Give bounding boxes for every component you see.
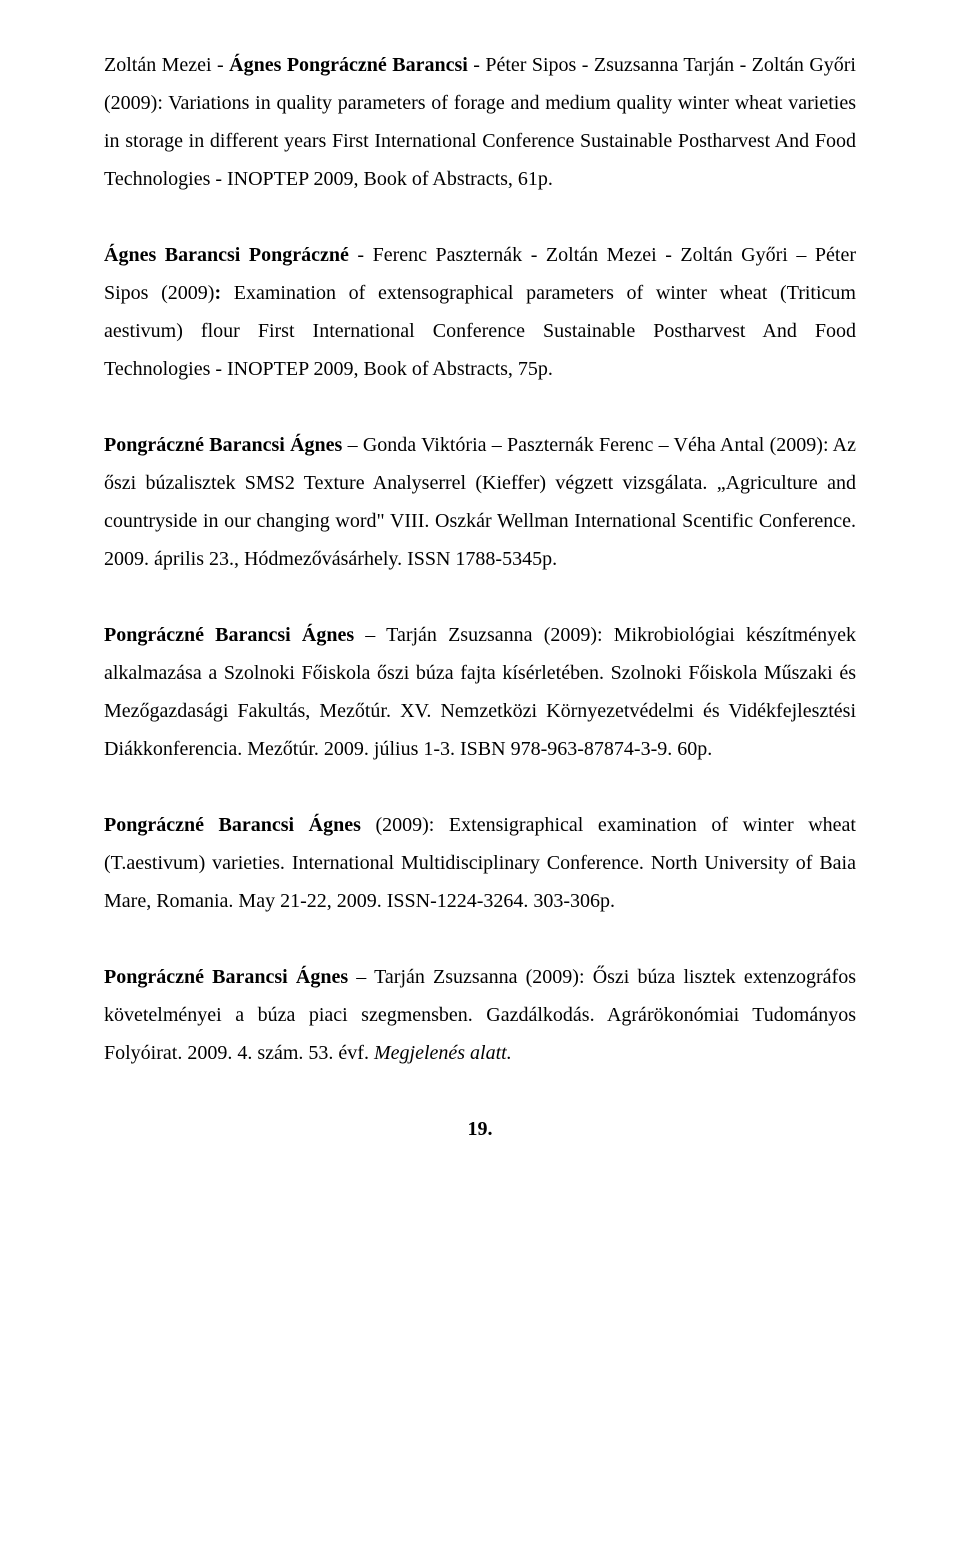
text-run: Pongráczné Barancsi Ágnes	[104, 814, 361, 836]
page-number: 19.	[104, 1110, 856, 1148]
text-run: :	[214, 282, 233, 304]
text-run: Pongráczné Barancsi Ágnes	[104, 624, 354, 646]
bibliography-entry: Ágnes Barancsi Pongráczné - Ferenc Paszt…	[104, 236, 856, 388]
text-run: Megjelenés alatt.	[374, 1042, 512, 1064]
bibliography-entry: Pongráczné Barancsi Ágnes – Tarján Zsuzs…	[104, 616, 856, 768]
text-run: Ágnes Barancsi Pongráczné	[104, 244, 349, 266]
bibliography-entry: Pongráczné Barancsi Ágnes (2009): Extens…	[104, 806, 856, 920]
bibliography-entry: Pongráczné Barancsi Ágnes – Tarján Zsuzs…	[104, 958, 856, 1072]
text-run: Zoltán Mezei -	[104, 54, 229, 76]
text-run: Pongráczné Barancsi Ágnes	[104, 434, 342, 456]
text-run: Ágnes Pongráczné Barancsi	[229, 54, 468, 76]
bibliography-entry: Pongráczné Barancsi Ágnes – Gonda Viktór…	[104, 426, 856, 578]
text-run: Pongráczné Barancsi Ágnes	[104, 966, 348, 988]
bibliography-entry: Zoltán Mezei - Ágnes Pongráczné Barancsi…	[104, 46, 856, 198]
document-body: Zoltán Mezei - Ágnes Pongráczné Barancsi…	[104, 46, 856, 1072]
